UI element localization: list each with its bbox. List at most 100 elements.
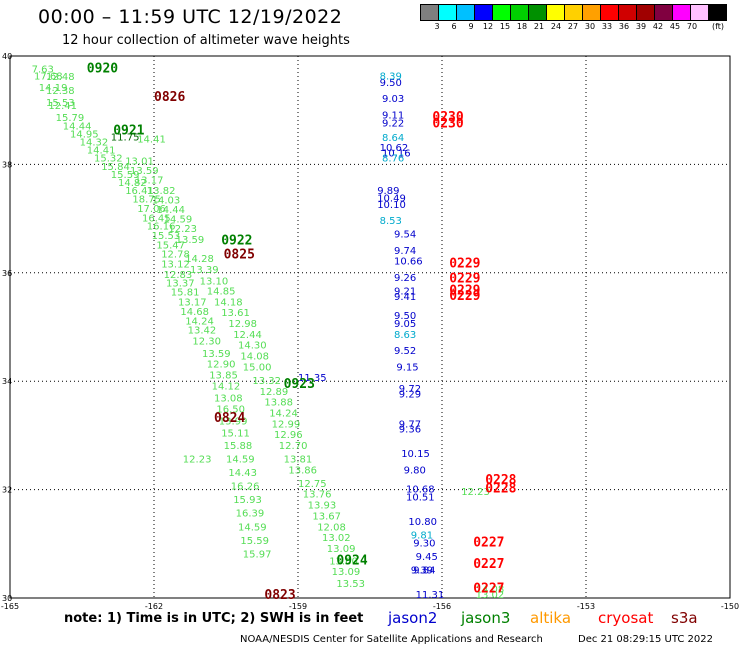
wave-height-value: 8.64	[382, 133, 404, 144]
wave-height-value: 13.60	[329, 556, 358, 567]
pass-time-label: 0229	[449, 289, 480, 304]
wave-height-value: 12.08	[317, 522, 346, 533]
pass-time-label: 0920	[87, 61, 118, 76]
wave-height-value: 13.59	[176, 235, 205, 246]
wave-height-value: 14.41	[137, 135, 166, 146]
pass-time-label: 0228	[485, 481, 516, 496]
satellite-legend-s3a: s3a	[671, 609, 698, 627]
wave-height-value: 13.37	[166, 278, 195, 289]
wave-height-value: 14.03	[152, 195, 181, 206]
wave-height-value: 13.99	[219, 417, 248, 428]
color-legend-bar	[420, 4, 727, 21]
pass-time-label: 0824	[214, 411, 245, 426]
pass-time-label: 0230	[432, 110, 463, 125]
wave-height-value: 13.59	[202, 349, 231, 360]
wave-height-value: 13.76	[303, 490, 332, 501]
wave-height-value: 8.39	[380, 71, 402, 82]
wave-height-value: 14.59	[164, 214, 193, 225]
y-tick-label: 30	[2, 594, 12, 603]
wave-height-value: 14.19	[39, 83, 68, 94]
wave-height-value: 12.48	[46, 72, 75, 83]
wave-height-value: 9.30	[413, 539, 435, 550]
wave-height-value: 13.08	[214, 393, 243, 404]
wave-height-value: 16.41	[125, 186, 154, 197]
wave-height-value: 14.30	[238, 341, 267, 352]
x-tick-label: -156	[433, 602, 451, 611]
pass-time-label: 0227	[473, 536, 504, 551]
wave-height-value: 14.12	[212, 381, 241, 392]
wave-height-value: 9.29	[399, 389, 421, 400]
wave-height-value: 14.44	[156, 205, 185, 216]
wave-height-value: 12.23	[461, 487, 490, 498]
wave-height-value: 8.63	[394, 330, 416, 341]
wave-height-value: 12.41	[48, 101, 77, 112]
wave-height-value: 14.28	[185, 254, 214, 265]
wave-height-value: 9.39	[411, 566, 433, 577]
wave-height-value: 12.38	[46, 86, 75, 97]
wave-height-value: 15.00	[243, 362, 272, 373]
wave-height-value: 13.86	[288, 465, 317, 476]
wave-height-value: 10.62	[380, 143, 409, 154]
wave-height-value: 13.32	[252, 376, 281, 387]
legend-tick-label: 45	[669, 22, 681, 31]
wave-height-value: 9.03	[382, 94, 404, 105]
wave-height-value: 11.75	[111, 133, 140, 144]
wave-height-value: 14.08	[240, 352, 269, 363]
wave-height-value: 15.81	[171, 288, 200, 299]
x-tick-label: -162	[145, 602, 163, 611]
wave-height-value: 10.51	[406, 492, 435, 503]
wave-height-value: 18.75	[132, 194, 161, 205]
wave-height-value: 14.41	[87, 146, 116, 157]
wave-height-value: 13.67	[312, 511, 341, 522]
legend-tick-label: 21	[533, 22, 545, 31]
legend-tick-label: 9	[468, 22, 474, 31]
wave-height-value: 9.77	[399, 419, 421, 430]
x-tick-label: -165	[1, 602, 19, 611]
y-tick-label: 38	[2, 160, 12, 169]
pass-time-label: 0921	[113, 124, 144, 139]
legend-tick-label: 70	[686, 22, 698, 31]
wave-height-value: 13.17	[178, 297, 207, 308]
wave-height-value: 14.95	[70, 129, 99, 140]
wave-height-value: 13.12	[161, 259, 190, 270]
wave-height-value: 8.76	[382, 154, 404, 165]
pass-time-label: 0923	[284, 377, 315, 392]
pass-time-label: 0922	[221, 234, 252, 249]
satellite-legend-jason3: jason3	[461, 609, 511, 627]
wave-height-value: 15.88	[224, 441, 253, 452]
wave-height-value: 12.96	[274, 430, 303, 441]
legend-tick-label: 24	[550, 22, 562, 31]
wave-height-value: 16.50	[216, 405, 245, 416]
wave-height-value: 14.59	[238, 522, 267, 533]
wave-height-value: 10.80	[408, 517, 437, 528]
wave-height-value: 13.10	[200, 277, 229, 288]
wave-height-value: 12.78	[161, 250, 190, 261]
wave-height-value: 12.75	[298, 479, 327, 490]
wave-height-value: 9.80	[404, 465, 426, 476]
wave-height-value: 9.50	[380, 78, 402, 89]
page-subtitle: 12 hour collection of altimeter wave hei…	[62, 33, 350, 48]
wave-height-value: 14.24	[185, 316, 214, 327]
legend-tick-label: 36	[618, 22, 630, 31]
wave-height-value: 13.59	[130, 166, 159, 177]
pass-time-label: 0826	[154, 90, 185, 105]
footer-timestamp: Dec 21 08:29:15 UTC 2022	[578, 634, 713, 645]
y-tick-label: 32	[2, 486, 12, 495]
pass-time-label: 0228	[485, 473, 516, 488]
wave-height-value: 12.99	[272, 419, 301, 430]
wave-height-value: 14.18	[214, 297, 243, 308]
wave-height-value: 16.16	[147, 221, 176, 232]
wave-height-value: 16.39	[236, 509, 265, 520]
wave-height-value: 13.88	[264, 398, 293, 409]
legend-tick-label: 30	[584, 22, 596, 31]
satellite-legend-jason2: jason2	[388, 609, 438, 627]
wave-height-value: 15.53	[152, 231, 181, 242]
wave-height-value: 13.09	[327, 544, 356, 555]
wave-height-value: 10.16	[382, 148, 411, 159]
wave-height-value: 14.32	[80, 137, 109, 148]
pass-time-label: 0825	[224, 248, 255, 263]
wave-height-value: 9.11	[382, 110, 404, 121]
wave-height-value: 14.82	[118, 178, 147, 189]
wave-height-value: 9.72	[399, 384, 421, 395]
wave-height-value: 13.02	[322, 533, 351, 544]
